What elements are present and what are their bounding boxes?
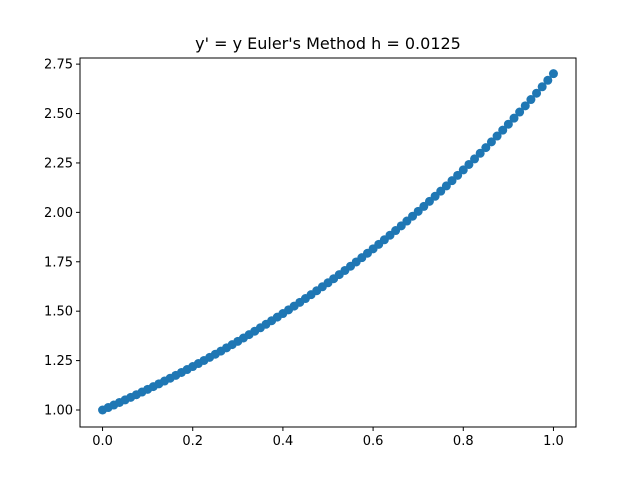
y-tick-label: 1.50: [44, 305, 73, 320]
data-point: [481, 143, 491, 153]
data-point: [441, 181, 451, 191]
x-tick-label: 0.2: [182, 434, 203, 449]
y-tick-label: 1.75: [44, 255, 73, 270]
data-point: [470, 154, 480, 164]
y-tick-label: 1.00: [44, 404, 73, 419]
y-tick-label: 1.25: [44, 354, 73, 369]
data-point: [464, 159, 474, 169]
y-tick-label: 2.75: [44, 58, 73, 73]
data-point: [537, 82, 547, 92]
data-point: [492, 131, 502, 141]
x-tick-label: 0.4: [273, 434, 294, 449]
y-axis-ticks: 1.00 1.25 1.50 1.75 2.00 2.25 2.50 2.75: [44, 58, 80, 419]
data-point: [548, 69, 558, 79]
data-point: [503, 119, 513, 129]
data-point: [520, 101, 530, 111]
data-points: [98, 69, 558, 415]
y-tick-label: 2.00: [44, 206, 73, 221]
data-point: [543, 75, 553, 85]
x-tick-label: 0.6: [363, 434, 384, 449]
x-tick-label: 1.0: [543, 434, 564, 449]
data-point: [486, 137, 496, 147]
data-point: [532, 88, 542, 98]
chart-title: y' = y Euler's Method h = 0.0125: [195, 34, 461, 53]
x-tick-label: 0.0: [92, 434, 113, 449]
x-tick-label: 0.8: [453, 434, 474, 449]
x-axis-ticks: 0.0 0.2 0.4 0.6 0.8 1.0: [92, 427, 564, 449]
plot-area: [80, 58, 576, 427]
plot-frame: [79, 57, 577, 428]
data-point: [526, 95, 536, 105]
y-tick-label: 2.25: [44, 156, 73, 171]
data-point: [458, 165, 468, 175]
y-tick-label: 2.50: [44, 107, 73, 122]
data-point: [509, 113, 519, 123]
data-point: [498, 125, 508, 135]
data-point: [515, 107, 525, 117]
data-point: [475, 148, 485, 158]
data-point: [453, 170, 463, 180]
data-point: [447, 176, 457, 186]
